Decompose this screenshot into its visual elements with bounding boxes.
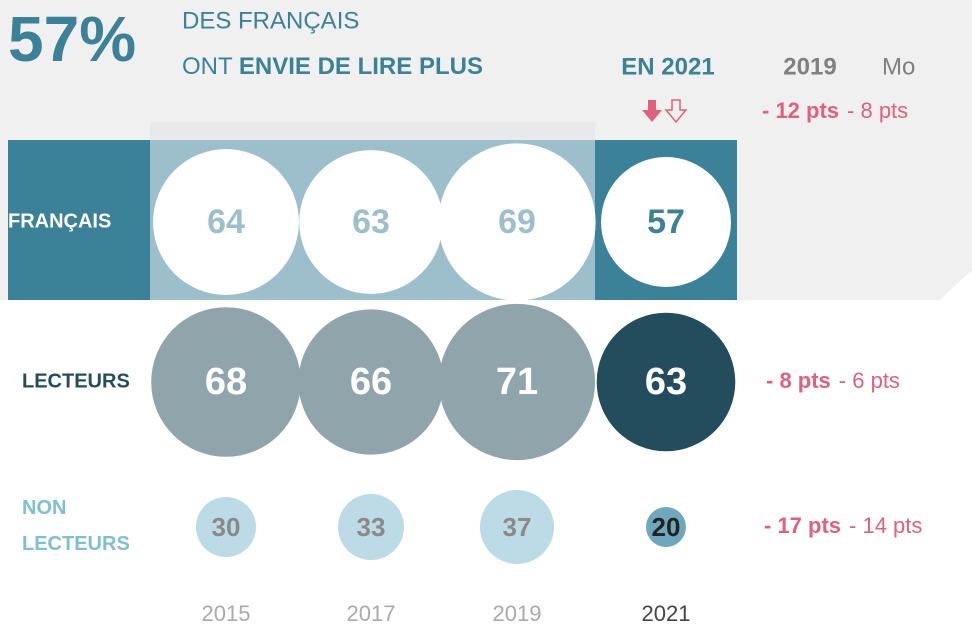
down-arrows bbox=[642, 99, 688, 124]
column-header: EN 2021 bbox=[621, 53, 714, 80]
x-tick-label: 2019 bbox=[493, 601, 542, 626]
title-prefix: ONT bbox=[182, 53, 233, 80]
bubble bbox=[646, 507, 686, 547]
bubble-label: 20 bbox=[652, 512, 681, 542]
diff-main: - 17 pts bbox=[764, 513, 841, 538]
bubble-label: 63 bbox=[352, 203, 390, 241]
diff-previous: - 14 pts bbox=[849, 513, 922, 538]
bubble-label: 30 bbox=[212, 512, 241, 542]
bubble-label: 66 bbox=[350, 361, 392, 403]
x-tick-label: 2017 bbox=[347, 601, 396, 626]
column-header: Mo bbox=[882, 53, 915, 80]
diff-label: - 12 pts - 8 pts bbox=[762, 98, 908, 123]
column-header: 2019 bbox=[783, 53, 836, 80]
bubble-label: 68 bbox=[205, 361, 247, 403]
band-top bbox=[150, 122, 595, 142]
bubble bbox=[338, 494, 404, 560]
bubble bbox=[438, 303, 596, 461]
x-tick-label: 2015 bbox=[202, 601, 251, 626]
bubble-label: 57 bbox=[647, 203, 685, 241]
diff-main: - 12 pts bbox=[762, 98, 839, 123]
row-label: NON LECTEURS bbox=[22, 497, 130, 555]
title-line: DES FRANÇAIS bbox=[182, 7, 359, 34]
diff-previous: - 6 pts bbox=[839, 368, 900, 393]
bubble-label: 64 bbox=[207, 203, 245, 241]
headline: 57% bbox=[8, 3, 136, 75]
bubble bbox=[196, 497, 256, 557]
bubble bbox=[299, 150, 443, 294]
diff-label: - 17 pts - 14 pts bbox=[764, 513, 922, 538]
row-label: FRANÇAIS bbox=[8, 210, 111, 232]
diff-main: - 8 pts bbox=[766, 368, 831, 393]
x-tick-label: 2021 bbox=[642, 601, 691, 626]
bubble-label: 33 bbox=[357, 512, 386, 542]
bubble bbox=[153, 149, 299, 295]
title-line: ONT ENVIE DE LIRE PLUS bbox=[182, 53, 483, 80]
bubble bbox=[596, 312, 736, 452]
bubble-label: 63 bbox=[645, 361, 687, 403]
bubble-label: 37 bbox=[503, 512, 532, 542]
row-label-word: NON bbox=[22, 497, 66, 519]
bubble-label: 69 bbox=[498, 203, 536, 241]
title-bold: ENVIE DE LIRE PLUS bbox=[239, 53, 483, 80]
bubble bbox=[438, 143, 596, 301]
bubble-label: 71 bbox=[496, 361, 538, 403]
bubble bbox=[480, 490, 554, 564]
label-cell bbox=[8, 140, 150, 300]
diff-previous: - 8 pts bbox=[847, 98, 908, 123]
bubble bbox=[151, 307, 301, 457]
diff-label: - 8 pts - 6 pts bbox=[766, 368, 900, 393]
row-label: LECTEURS bbox=[22, 370, 130, 392]
bubble bbox=[298, 309, 444, 455]
row-label-word: LECTEURS bbox=[22, 533, 130, 555]
bubble bbox=[601, 157, 731, 287]
